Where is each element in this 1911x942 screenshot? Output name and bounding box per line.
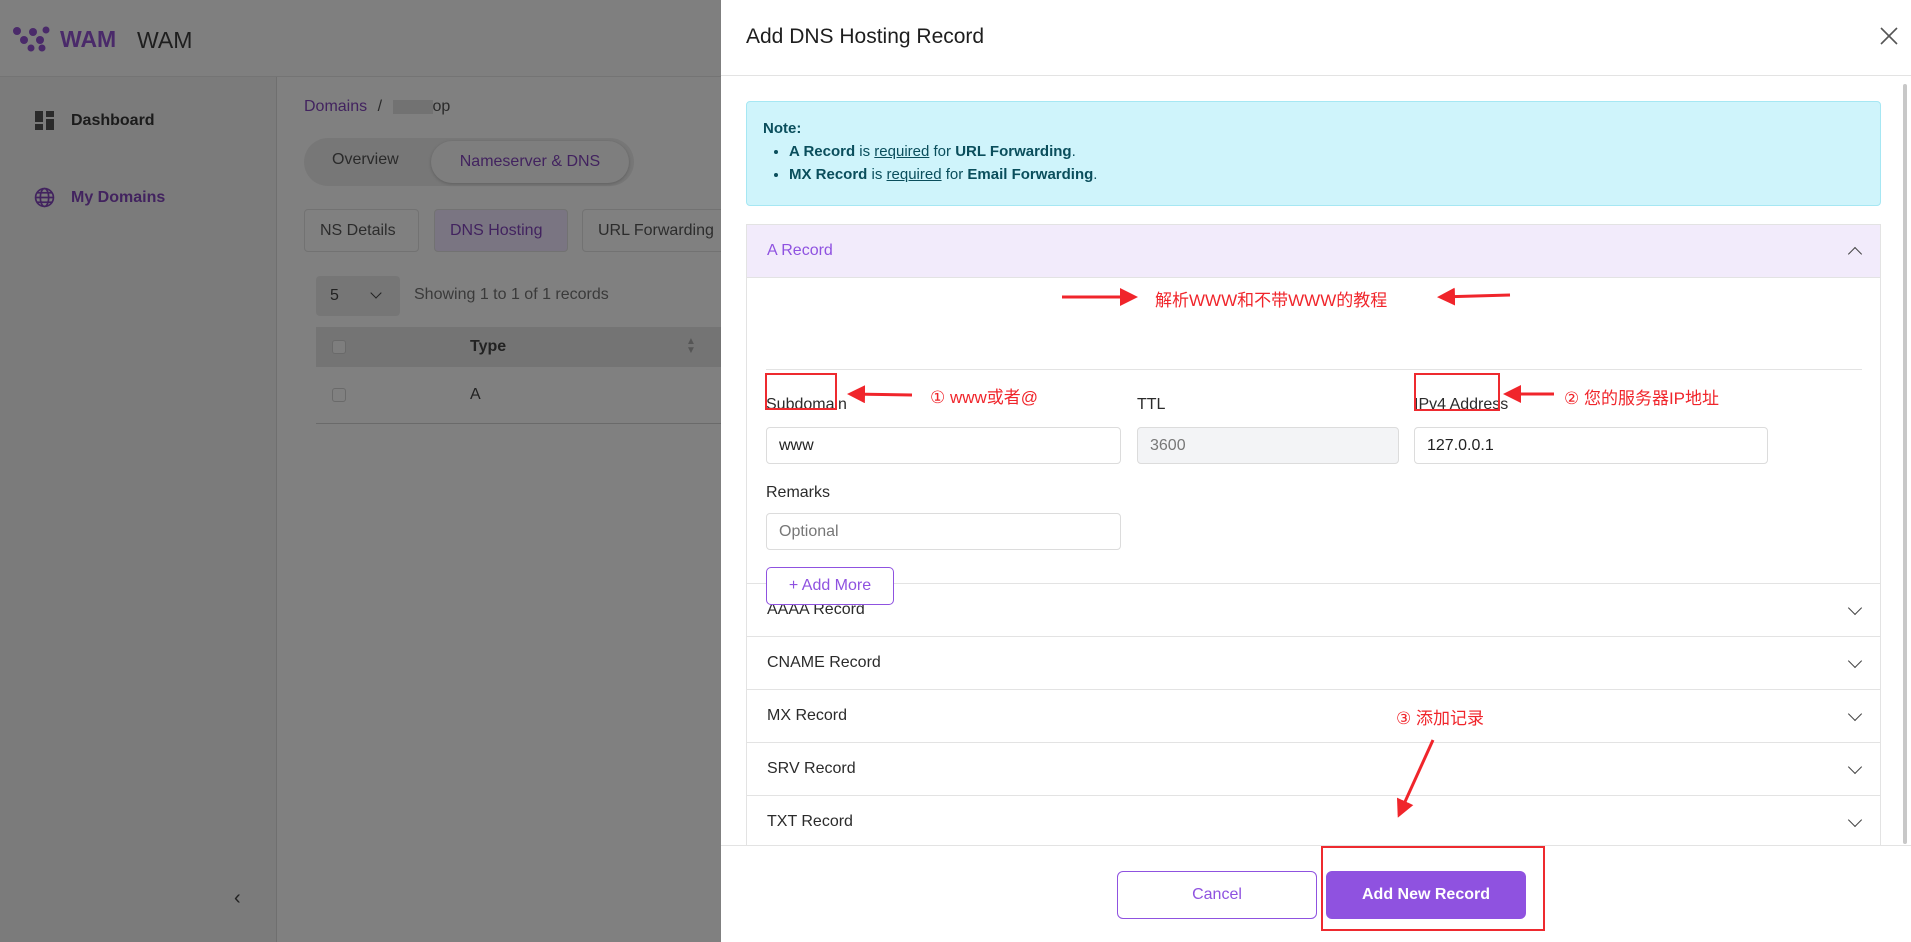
tab-nameserver-dns[interactable]: Nameserver & DNS <box>431 141 629 183</box>
tab-ns-details[interactable]: NS Details <box>304 209 419 252</box>
divider <box>766 369 1862 370</box>
sidebar-item-dashboard[interactable]: Dashboard <box>35 111 155 131</box>
aaaa-record-header[interactable]: AAAA Record <box>747 584 1880 637</box>
modal-title: Add DNS Hosting Record <box>746 25 985 48</box>
annotation-title: 解析WWW和不带WWW的教程 <box>1155 291 1388 310</box>
main-tabs: Overview Nameserver & DNS <box>304 138 634 186</box>
add-more-button[interactable]: + Add More <box>766 567 894 605</box>
annotation-step2: ② 您的服务器IP地址 <box>1564 389 1720 408</box>
table-header: Type ▲ ▼ <box>316 327 721 367</box>
ipv4-label: IPv4 Address <box>1414 396 1509 413</box>
scrollbar[interactable] <box>1903 84 1907 844</box>
close-icon[interactable] <box>1880 27 1898 45</box>
ttl-input <box>1137 427 1399 464</box>
chevron-up-icon <box>1847 246 1863 261</box>
record-title: CNAME Record <box>767 654 881 671</box>
tab-dns-hosting[interactable]: DNS Hosting <box>434 209 568 252</box>
highlight-ipv4 <box>1414 373 1500 411</box>
globe-icon <box>34 187 55 208</box>
modal-header: Add DNS Hosting Record <box>721 0 1911 76</box>
modal-footer: Cancel Add New Record <box>721 845 1911 942</box>
chevron-down-icon <box>1847 600 1863 615</box>
ipv4-input[interactable] <box>1414 427 1768 464</box>
note-item: A Record is required for URL Forwarding. <box>789 140 1864 163</box>
add-new-record-button[interactable]: Add New Record <box>1326 871 1526 919</box>
dashboard-icon <box>35 111 54 130</box>
txt-record-header[interactable]: TXT Record <box>747 796 1880 849</box>
cancel-button[interactable]: Cancel <box>1117 871 1317 919</box>
srv-record-header[interactable]: SRV Record <box>747 743 1880 796</box>
blurred-domain <box>392 99 433 114</box>
breadcrumb-separator: / <box>377 98 383 115</box>
cell-type: A <box>470 386 481 403</box>
ttl-label: TTL <box>1137 396 1166 413</box>
note-item: MX Record is required for Email Forwardi… <box>789 163 1864 186</box>
annotation-step1: ① www或者@ <box>930 388 1039 407</box>
top-bar: WAM WAM <box>0 0 721 77</box>
breadcrumb-domains-link[interactable]: Domains <box>304 98 368 115</box>
remarks-input[interactable] <box>766 513 1121 550</box>
chevron-down-icon <box>1847 759 1863 774</box>
column-type[interactable]: Type <box>470 338 507 355</box>
record-title: SRV Record <box>767 760 856 777</box>
sidebar-item-label: My Domains <box>71 188 166 206</box>
records-count: Showing 1 to 1 of 1 records <box>414 286 609 303</box>
breadcrumb: Domains / op <box>304 98 450 116</box>
a-record-body: Subdomain TTL IPv4 Address Remarks + Add… <box>747 278 1880 605</box>
logo-text: WAM <box>60 26 117 52</box>
record-title: TXT Record <box>767 813 853 830</box>
select-all-checkbox[interactable] <box>332 340 346 354</box>
annotation-step3: ③ 添加记录 <box>1396 709 1484 728</box>
note-box: Note: A Record is required for URL Forwa… <box>746 101 1881 206</box>
highlight-submit <box>1321 846 1545 931</box>
sort-icon[interactable]: ▲ ▼ <box>686 336 696 356</box>
chevron-down-icon <box>1847 812 1863 827</box>
chevron-down-icon <box>370 287 382 299</box>
remarks-label: Remarks <box>766 484 831 501</box>
subdomain-input[interactable] <box>766 427 1121 464</box>
add-dns-record-modal: Add DNS Hosting Record Note: A Record is… <box>721 0 1911 942</box>
app-title: WAM <box>137 27 193 53</box>
required-link[interactable]: required <box>874 143 930 160</box>
row-checkbox[interactable] <box>332 388 346 402</box>
wam-logo-icon <box>13 26 50 52</box>
mx-record-header[interactable]: MX Record <box>747 690 1880 743</box>
sidebar: Dashboard My Domains ‹ <box>0 77 277 942</box>
record-title: AAAA Record <box>767 601 865 618</box>
a-record-title: A Record <box>767 242 833 259</box>
tab-url-forwarding[interactable]: URL Forwarding <box>582 209 742 252</box>
sidebar-item-my-domains[interactable]: My Domains <box>34 187 165 208</box>
record-accordion: A Record Subdomain TTL IPv4 Address Rema… <box>746 224 1881 849</box>
page-size-value: 5 <box>330 287 339 304</box>
chevron-left-icon[interactable]: ‹ <box>234 887 241 909</box>
tab-overview[interactable]: Overview <box>332 151 399 168</box>
page-size-select[interactable]: 5 <box>316 276 400 316</box>
cname-record-header[interactable]: CNAME Record <box>747 637 1880 690</box>
a-record-header[interactable]: A Record <box>747 225 1880 278</box>
breadcrumb-current: op <box>432 98 451 115</box>
table-row: A <box>316 367 721 424</box>
sidebar-item-label: Dashboard <box>71 112 155 129</box>
chevron-down-icon <box>1847 706 1863 721</box>
note-heading: Note: <box>763 120 802 137</box>
required-link[interactable]: required <box>886 166 942 183</box>
chevron-down-icon <box>1847 653 1863 668</box>
highlight-subdomain <box>765 373 837 410</box>
record-title: MX Record <box>767 707 848 724</box>
